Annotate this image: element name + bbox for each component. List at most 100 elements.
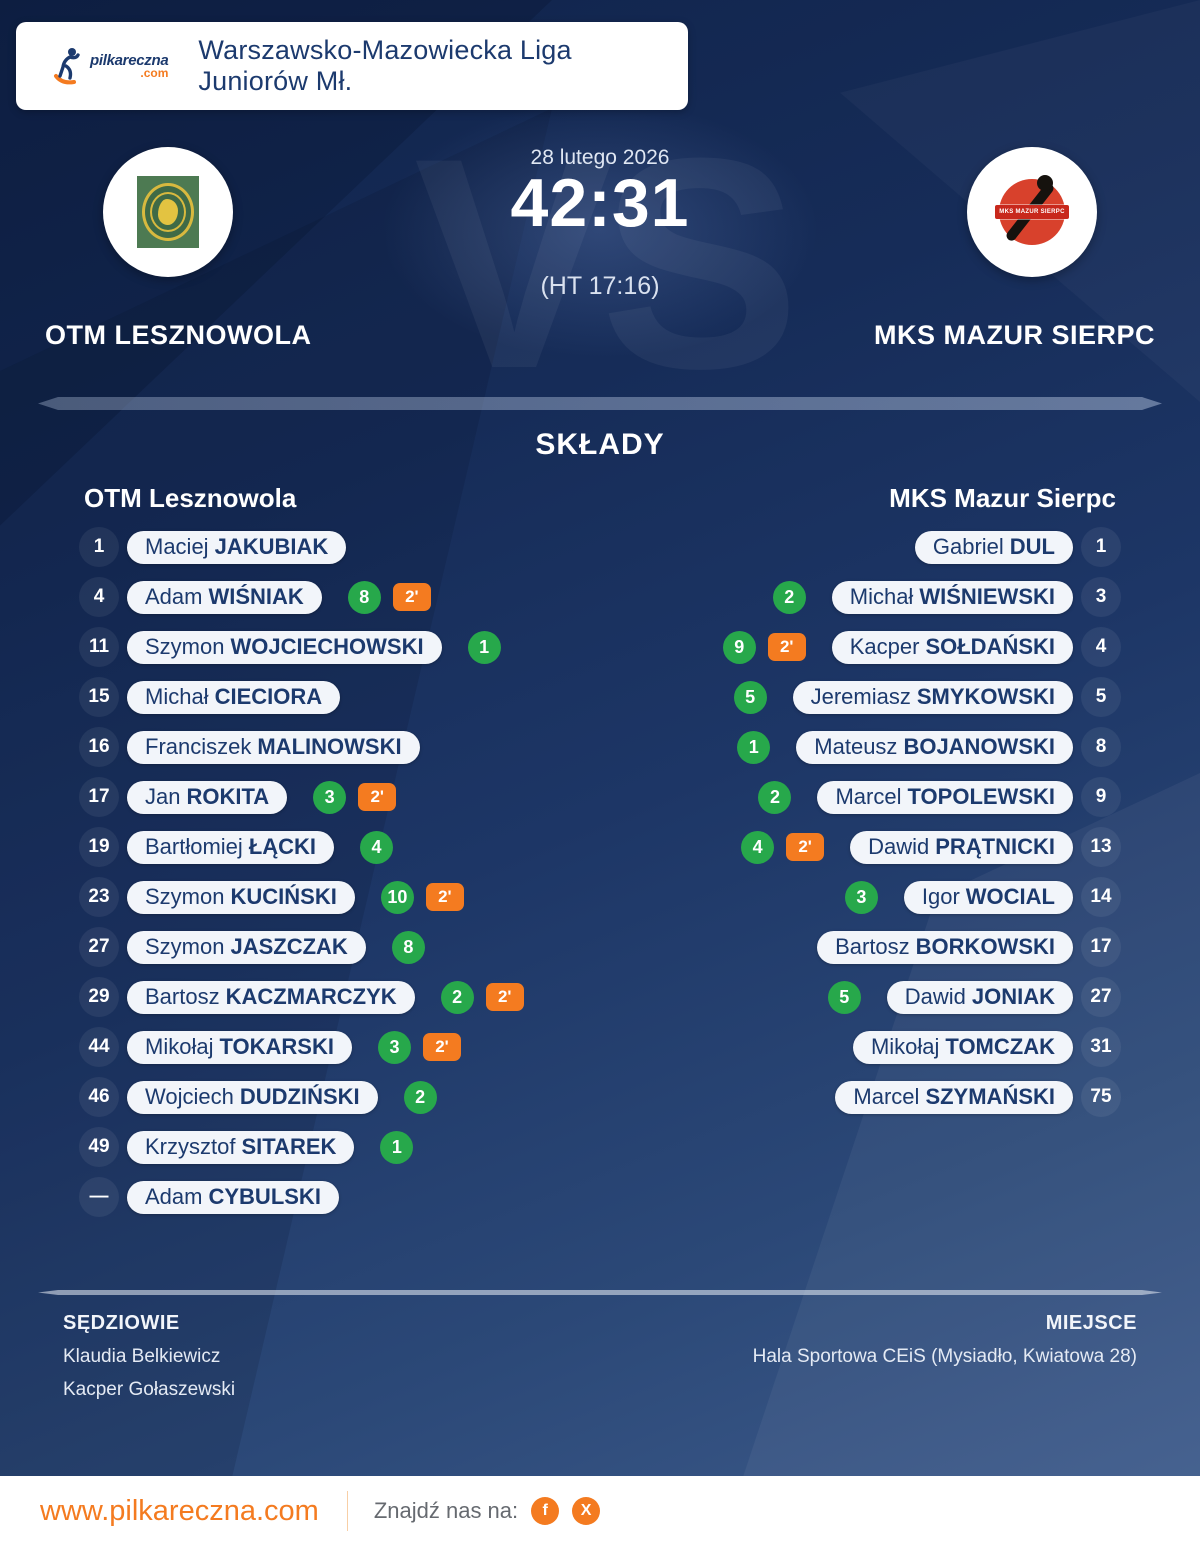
player-first-name: Bartłomiej [145, 834, 243, 859]
player-number: 44 [79, 1027, 119, 1067]
player-name-pill: Mikołaj TOMCZAK [852, 1030, 1073, 1064]
x-icon[interactable]: X [572, 1497, 601, 1525]
player-number: 4 [79, 577, 119, 617]
player-last-name: BORKOWSKI [915, 934, 1055, 959]
goals-badge: 2 [403, 1080, 437, 1114]
player-first-name: Jeremiasz [810, 684, 911, 709]
ball-icon [1037, 175, 1053, 191]
goals-badge: 8 [391, 930, 425, 964]
player-last-name: ŁĄCKI [248, 834, 317, 859]
player-number: 27 [1081, 977, 1121, 1017]
player-name-pill: Franciszek MALINOWSKI [127, 730, 420, 764]
player-last-name: WIŚNIAK [208, 584, 304, 609]
player-number: 9 [1081, 777, 1121, 817]
goals-badge: 9 [722, 630, 756, 664]
goals-badge: 5 [733, 680, 767, 714]
player-number: 46 [79, 1077, 119, 1117]
player-last-name: CIECIORA [214, 684, 323, 709]
player-name-pill: Marcel SZYMAŃSKI [835, 1080, 1073, 1114]
player-name-pill: Jeremiasz SMYKOWSKI [792, 680, 1073, 714]
player-first-name: Marcel [853, 1084, 920, 1109]
player-first-name: Michał [145, 684, 209, 709]
player-first-name: Dawid [904, 984, 966, 1009]
suspension-badge: 2' [392, 583, 431, 611]
player-row: 29 Bartosz KACZMARCZYK 2 2' [79, 972, 639, 1022]
player-row: 11 Szymon WOJCIECHOWSKI 1 [79, 622, 639, 672]
vs-watermark: VS [413, 95, 800, 431]
player-row: 46 Wojciech DUDZIŃSKI 2 [79, 1072, 639, 1122]
player-name-pill: Szymon KUCIŃSKI [127, 880, 355, 914]
suspension-badge: 2' [425, 883, 464, 911]
player-number: 13 [1081, 827, 1121, 867]
referee-name: Klaudia Belkiewicz [63, 1346, 221, 1367]
player-last-name: TOMCZAK [945, 1034, 1055, 1059]
player-first-name: Kacper [849, 634, 920, 659]
player-row: 49 Krzysztof SITAREK 1 [79, 1122, 639, 1172]
player-name-pill: Bartłomiej ŁĄCKI [127, 830, 335, 864]
logo-name: pilkareczna [90, 52, 169, 69]
player-number: 19 [79, 827, 119, 867]
home-crest-image [137, 176, 199, 248]
player-row: 2 Michał WIŚNIEWSKI 3 [561, 572, 1121, 622]
player-name-pill: Mateusz BOJANOWSKI [796, 730, 1073, 764]
player-row: 17 Jan ROKITA 3 2' [79, 772, 639, 822]
player-first-name: Szymon [145, 934, 225, 959]
player-name-pill: Mikołaj TOKARSKI [127, 1030, 352, 1064]
player-last-name: SZYMAŃSKI [925, 1084, 1055, 1109]
suspension-badge: 2' [767, 633, 806, 661]
player-row: 1 Mateusz BOJANOWSKI 8 [561, 722, 1121, 772]
goals-badge: 4 [741, 830, 775, 864]
player-name-pill: Bartosz KACZMARCZYK [127, 980, 415, 1014]
player-number: 5 [1081, 677, 1121, 717]
player-number: 29 [79, 977, 119, 1017]
player-row: 9 2' Kacper SOŁDAŃSKI 4 [561, 622, 1121, 672]
referee-name: Kacper Gołaszewski [63, 1379, 236, 1400]
player-row: — Adam CYBULSKI [79, 1172, 639, 1222]
player-row: Marcel SZYMAŃSKI 75 [561, 1072, 1121, 1122]
home-team-logo [103, 147, 233, 277]
player-row: 5 Jeremiasz SMYKOWSKI 5 [561, 672, 1121, 722]
player-row: 44 Mikołaj TOKARSKI 3 2' [79, 1022, 639, 1072]
away-lineup-list: Gabriel DUL 1 2 Michał WIŚNIEWSKI 3 9 2' Kacper SO… [561, 522, 1121, 1122]
goals-badge: 2 [440, 980, 474, 1014]
player-name-pill: Michał WIŚNIEWSKI [831, 580, 1073, 614]
player-number: 23 [79, 877, 119, 917]
player-last-name: WOCIAL [965, 884, 1055, 909]
player-name-pill: Dawid JONIAK [886, 980, 1073, 1014]
player-number: — [79, 1177, 119, 1217]
logo-text: pilkareczna .com [90, 52, 169, 80]
player-name-pill: Szymon JASZCZAK [127, 930, 366, 964]
venue-label: MIEJSCE [1045, 1312, 1137, 1334]
pilkareczna-logo[interactable]: pilkareczna .com [52, 46, 169, 86]
home-lineup-header: OTM Lesznowola [84, 483, 297, 513]
player-last-name: WIŚNIEWSKI [919, 584, 1055, 609]
player-name-pill: Bartosz BORKOWSKI [817, 930, 1073, 964]
player-first-name: Mateusz [814, 734, 898, 759]
suspension-badge: 2' [485, 983, 524, 1011]
player-last-name: TOPOLEWSKI [907, 784, 1056, 809]
player-row: Mikołaj TOMCZAK 31 [561, 1022, 1121, 1072]
player-first-name: Adam [145, 584, 203, 609]
home-lineup-list: 1 Maciej JAKUBIAK 4 Adam WIŚNIAK 8 2' 11 Szymon WO… [79, 522, 639, 1222]
match-score: 42:31 [510, 165, 690, 241]
player-first-name: Franciszek [145, 734, 252, 759]
away-team-logo: MKS MAZUR SIERPC [967, 147, 1097, 277]
goals-badge: 10 [380, 880, 414, 914]
player-last-name: WOJCIECHOWSKI [230, 634, 424, 659]
player-last-name: DUL [1009, 534, 1055, 559]
player-number: 75 [1081, 1077, 1121, 1117]
player-name-pill: Szymon WOJCIECHOWSKI [127, 630, 442, 664]
player-row: 1 Maciej JAKUBIAK [79, 522, 639, 572]
bottom-bar: www.pilkareczna.com Znajdź nas na: f X [0, 1476, 1200, 1546]
player-number: 31 [1081, 1027, 1121, 1067]
player-number: 14 [1081, 877, 1121, 917]
player-last-name: KACZMARCZYK [225, 984, 397, 1009]
handball-player-icon [54, 48, 80, 85]
goals-badge: 1 [737, 730, 771, 764]
player-name-pill: Wojciech DUDZIŃSKI [127, 1080, 378, 1114]
player-first-name: Krzysztof [145, 1134, 236, 1159]
facebook-icon[interactable]: f [531, 1497, 560, 1525]
player-first-name: Bartosz [835, 934, 910, 959]
goals-badge: 1 [467, 630, 501, 664]
website-url[interactable]: www.pilkareczna.com [40, 1494, 319, 1527]
